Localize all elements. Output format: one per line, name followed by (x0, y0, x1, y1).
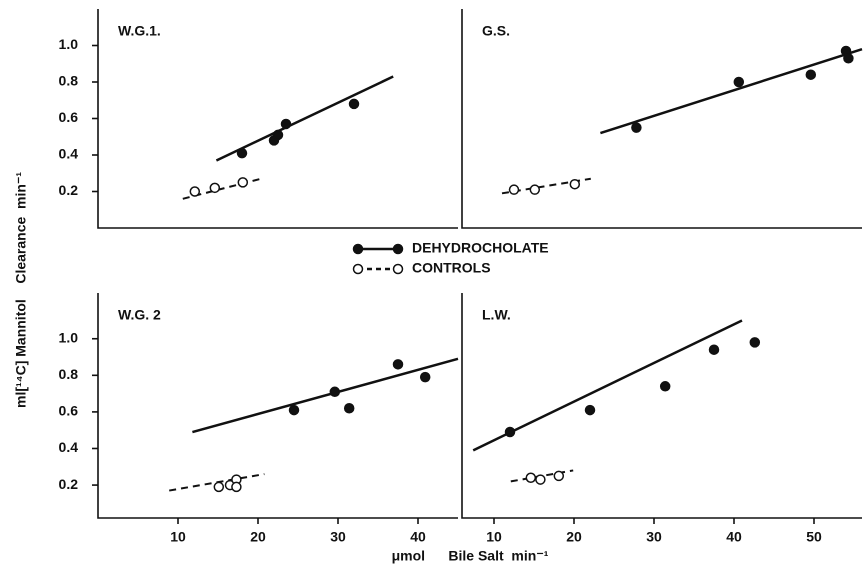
point (569, 178, 581, 190)
y-tick-label: 0.2 (59, 182, 79, 198)
axis (461, 9, 862, 229)
y-tick-label: 0.4 (59, 146, 79, 162)
point (843, 53, 854, 64)
x-axis-label: μmol Bile Salt min⁻¹ (392, 548, 549, 564)
point (508, 184, 520, 195)
point (419, 371, 431, 383)
point (237, 177, 249, 188)
y-tick-label: 0.6 (59, 109, 79, 125)
x-tick-label: 10 (170, 529, 186, 545)
x-tick-label: 40 (726, 529, 742, 545)
point (584, 404, 596, 416)
x-tick-label: 20 (250, 529, 266, 545)
point (231, 481, 242, 493)
y-tick-label: 0.8 (59, 73, 79, 89)
point (631, 122, 642, 133)
point (392, 359, 404, 370)
x-tick-label: 40 (410, 529, 426, 545)
point (348, 98, 360, 110)
point (213, 481, 225, 493)
panel-label: L.W. (482, 307, 511, 323)
y-tick-label: 1.0 (59, 36, 79, 52)
y-tick-label: 0.8 (59, 366, 79, 382)
legend-marker (392, 243, 404, 255)
point (535, 474, 546, 485)
y-tick-label: 0.4 (59, 439, 79, 455)
point (529, 184, 541, 195)
point (504, 426, 516, 438)
point (288, 404, 300, 416)
axis (461, 293, 862, 519)
axis (97, 9, 458, 229)
x-tick-label: 30 (330, 529, 346, 545)
point (733, 76, 745, 88)
x-tick-label: 30 (646, 529, 662, 545)
y-tick-label: 0.6 (59, 403, 79, 419)
y-tick-label: 1.0 (59, 329, 79, 345)
point (189, 186, 201, 197)
fit-line (215, 75, 394, 162)
point (553, 470, 565, 482)
point (280, 118, 292, 130)
legend-label: DEHYDROCHOLATE (412, 240, 549, 256)
panel-label: W.G. 2 (118, 307, 161, 323)
legend-marker (352, 243, 364, 255)
axis (97, 293, 458, 519)
point (659, 381, 671, 392)
x-tick-label: 10 (486, 529, 502, 545)
point (749, 337, 761, 348)
point (343, 402, 355, 414)
fit-line (510, 469, 574, 483)
y-axis-label: ml[¹⁴C] Mannitol Clearance min⁻¹ (13, 172, 29, 408)
legend-marker (392, 263, 404, 275)
panel-label: G.S. (482, 23, 510, 39)
y-tick-label: 0.2 (59, 476, 79, 492)
x-tick-label: 50 (806, 529, 822, 545)
x-tick-label: 20 (566, 529, 582, 545)
legend-marker (352, 263, 364, 275)
panel-label: W.G.1. (118, 23, 161, 39)
point (329, 386, 341, 398)
point (805, 69, 817, 80)
point (708, 344, 720, 355)
fit-line (192, 357, 459, 434)
point (272, 129, 284, 141)
point (525, 472, 537, 484)
point (236, 147, 248, 159)
fit-line (600, 47, 863, 135)
legend-label: CONTROLS (412, 260, 491, 276)
fit-line (472, 319, 743, 452)
point (209, 182, 221, 194)
